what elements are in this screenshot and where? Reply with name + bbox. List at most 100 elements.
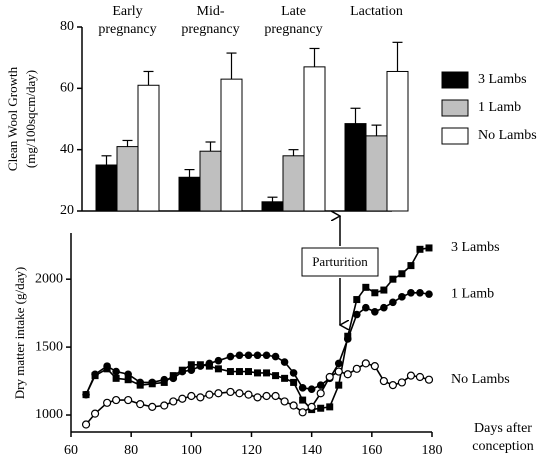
marker bbox=[91, 370, 99, 379]
y-axis-label: Clean Wool Growth (mg/100sqcm/day) bbox=[5, 66, 38, 172]
marker bbox=[371, 307, 379, 316]
bar bbox=[303, 66, 326, 212]
marker bbox=[148, 402, 157, 411]
x-tick-label: 60 bbox=[64, 443, 78, 458]
marker bbox=[343, 335, 352, 343]
marker bbox=[160, 401, 169, 410]
marker bbox=[214, 389, 223, 398]
bar bbox=[282, 155, 305, 212]
marker bbox=[398, 270, 406, 278]
marker bbox=[205, 359, 214, 368]
marker bbox=[307, 402, 316, 411]
marker bbox=[244, 368, 252, 376]
marker bbox=[254, 369, 262, 377]
marker bbox=[196, 393, 205, 402]
bar bbox=[178, 176, 201, 212]
bar bbox=[220, 78, 243, 212]
x-tick-label: 160 bbox=[361, 443, 382, 458]
series-label: 1 Lamb bbox=[451, 286, 494, 301]
marker bbox=[298, 408, 307, 417]
y-tick-label: 80 bbox=[60, 19, 74, 34]
marker bbox=[388, 381, 397, 390]
bar bbox=[116, 146, 139, 212]
marker bbox=[226, 387, 235, 397]
marker bbox=[169, 397, 178, 406]
marker bbox=[289, 369, 298, 377]
marker bbox=[235, 351, 244, 360]
marker bbox=[326, 403, 334, 411]
marker bbox=[416, 245, 424, 253]
marker bbox=[262, 351, 271, 360]
marker bbox=[214, 365, 222, 373]
marker bbox=[112, 374, 120, 382]
marker bbox=[187, 361, 195, 369]
marker bbox=[136, 378, 144, 387]
x-tick-label: 180 bbox=[422, 443, 443, 458]
y-tick-label: 2000 bbox=[35, 271, 63, 286]
marker bbox=[425, 244, 433, 252]
marker bbox=[271, 391, 280, 401]
bar bbox=[199, 150, 222, 212]
marker bbox=[136, 400, 145, 409]
marker bbox=[406, 371, 416, 380]
x-tick-label: 80 bbox=[124, 443, 138, 458]
marker bbox=[290, 378, 298, 386]
marker bbox=[124, 376, 132, 384]
x-tick-label: 140 bbox=[301, 443, 322, 458]
y-tick-label: 1000 bbox=[35, 407, 63, 422]
marker bbox=[352, 364, 361, 373]
marker bbox=[361, 359, 370, 368]
marker bbox=[397, 378, 407, 387]
marker bbox=[416, 288, 424, 297]
marker bbox=[244, 390, 253, 399]
marker bbox=[316, 381, 325, 389]
marker bbox=[253, 393, 262, 402]
x-tick-label: 120 bbox=[241, 443, 262, 458]
marker bbox=[424, 375, 434, 384]
marker bbox=[307, 385, 316, 394]
marker bbox=[112, 395, 121, 405]
marker bbox=[379, 376, 388, 386]
marker bbox=[235, 389, 244, 398]
marker bbox=[205, 390, 214, 399]
marker bbox=[299, 396, 307, 404]
line bbox=[85, 291, 430, 395]
y-tick-label: 60 bbox=[60, 81, 74, 96]
series-label: 3 Lambs bbox=[451, 240, 500, 255]
marker bbox=[102, 398, 112, 407]
marker bbox=[334, 367, 343, 376]
marker bbox=[389, 298, 397, 307]
legend-swatch bbox=[441, 99, 469, 117]
marker bbox=[187, 391, 196, 401]
x-axis-label: Days after conception bbox=[472, 421, 534, 454]
bar bbox=[261, 201, 284, 212]
marker bbox=[289, 401, 298, 410]
category-label: Lactation bbox=[350, 4, 403, 19]
legend-label: 3 Lambs bbox=[478, 72, 527, 87]
marker bbox=[81, 420, 91, 429]
marker bbox=[371, 289, 379, 297]
marker bbox=[362, 283, 370, 291]
marker bbox=[380, 303, 388, 312]
category-label: Mid-pregnancy bbox=[181, 4, 240, 37]
y-axis-label: Dry matter intake (g/day) bbox=[12, 266, 27, 399]
bar bbox=[95, 164, 118, 212]
bar bbox=[365, 135, 388, 212]
marker bbox=[90, 409, 100, 418]
marker bbox=[280, 397, 289, 406]
marker bbox=[160, 375, 169, 384]
marker bbox=[226, 368, 234, 376]
marker bbox=[316, 389, 325, 398]
marker bbox=[298, 384, 307, 392]
marker bbox=[196, 362, 205, 370]
marker bbox=[370, 362, 379, 371]
marker bbox=[124, 395, 133, 405]
marker bbox=[178, 367, 187, 376]
marker bbox=[148, 378, 157, 387]
marker bbox=[235, 368, 243, 376]
x-tick-label: 100 bbox=[181, 443, 202, 458]
marker bbox=[281, 374, 289, 382]
y-tick-label: 40 bbox=[60, 142, 74, 157]
marker bbox=[271, 352, 280, 361]
marker bbox=[112, 367, 120, 376]
